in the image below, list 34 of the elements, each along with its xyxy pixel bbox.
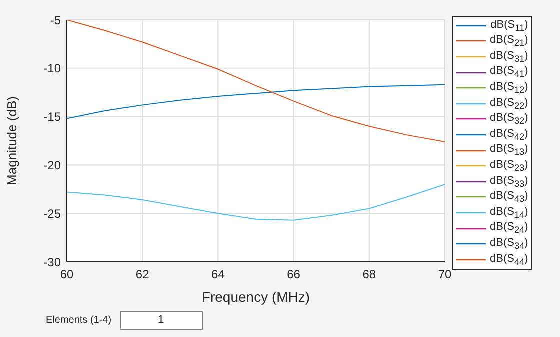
x-axis-title: Frequency (MHz) bbox=[202, 289, 310, 305]
legend-label: dB(S$_{14}$) bbox=[490, 206, 528, 220]
legend-label: dB(S$_{41}$) bbox=[490, 65, 528, 80]
number-field: 1 bbox=[120, 311, 203, 330]
line-series bbox=[67, 184, 445, 221]
x-tick-label: 68 bbox=[362, 268, 376, 282]
legend-label: dB(S$_{23}$) bbox=[490, 159, 528, 174]
y-tick-label: -5 bbox=[50, 13, 62, 28]
legend-label: dB(S$_{43}$) bbox=[490, 190, 528, 204]
legend-label: dB(S$_{13}$) bbox=[490, 143, 528, 158]
y-tick-label: -10 bbox=[44, 62, 62, 76]
y-axis-title: Magnitude (dB) bbox=[4, 96, 20, 186]
legend-label: dB(S$_{11}$) bbox=[490, 18, 528, 33]
legend-label: dB(S$_{33}$) bbox=[490, 174, 528, 189]
x-tick-label: 62 bbox=[136, 268, 150, 282]
legend-label: dB(S$_{32}$) bbox=[490, 112, 528, 126]
elements-control: Elements (1-4) 1 bbox=[46, 311, 203, 330]
legend-label: dB(S$_{44}$) bbox=[490, 252, 528, 267]
legend-label: dB(S$_{12}$) bbox=[490, 81, 528, 96]
y-tick-label: -25 bbox=[44, 206, 62, 221]
y-tick-label: -20 bbox=[44, 158, 62, 172]
x-tick-label: 66 bbox=[287, 268, 301, 282]
x-tick-label: 70 bbox=[438, 268, 452, 282]
y-tick-label: -15 bbox=[44, 110, 62, 124]
legend-label: dB(S$_{42}$) bbox=[490, 128, 528, 142]
legend-label: dB(S$_{21}$) bbox=[490, 34, 528, 48]
legend-label: dB(S$_{22}$) bbox=[490, 96, 528, 111]
x-tick-label: 60 bbox=[60, 268, 74, 282]
legend-label: dB(S$_{34}$) bbox=[490, 237, 528, 252]
line-series bbox=[67, 84, 445, 120]
legend-label: dB(S$_{31}$) bbox=[490, 50, 528, 64]
x-tick-label: 64 bbox=[212, 268, 226, 282]
y-tick-label: -30 bbox=[44, 255, 62, 270]
legend-label: dB(S$_{24}$) bbox=[490, 221, 528, 236]
